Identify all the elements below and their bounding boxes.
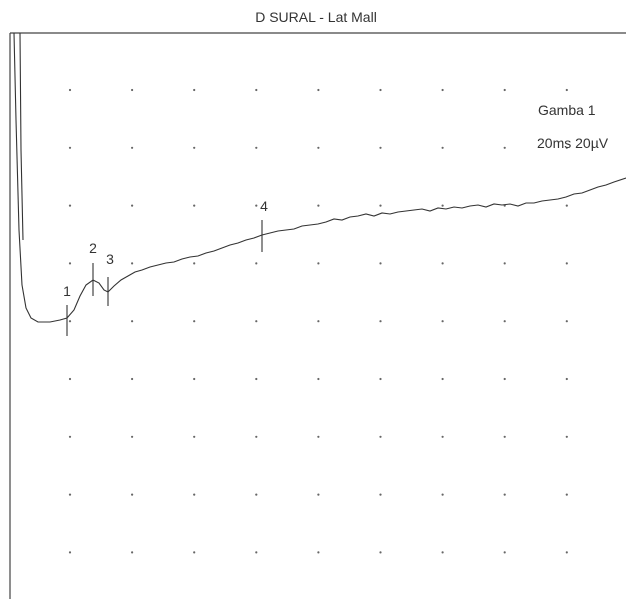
grid-dot <box>503 262 506 265</box>
grid-dot <box>131 551 134 554</box>
grid-dot <box>379 377 382 381</box>
grid-dot <box>68 146 72 149</box>
marker-label: 1 <box>63 283 71 299</box>
grid-dot <box>565 435 568 438</box>
grid-dot <box>503 146 506 149</box>
grid-dot <box>255 551 258 554</box>
grid-dot <box>68 377 72 381</box>
grid-dot <box>193 204 196 207</box>
grid-dot <box>565 551 568 554</box>
grid-dot <box>441 88 444 92</box>
grid-dot <box>441 551 444 554</box>
grid-dot <box>565 88 568 92</box>
grid-dot <box>379 262 382 265</box>
grid-dot <box>193 493 196 496</box>
grid-dot <box>565 146 568 149</box>
grid-dot <box>441 493 444 496</box>
grid-dot <box>379 146 382 149</box>
grid-dot <box>441 320 444 323</box>
grid-dot <box>441 435 444 438</box>
channel-label: Gamba 1 <box>538 102 596 118</box>
grid-dot <box>131 377 134 381</box>
grid-dot <box>131 493 134 496</box>
grid-dot <box>317 320 320 323</box>
grid-dot <box>68 435 72 438</box>
grid-dot <box>131 146 134 149</box>
waveform-start <box>19 32 24 241</box>
grid-dot <box>255 204 258 207</box>
grid-dot <box>255 377 258 381</box>
grid-dot <box>317 377 320 381</box>
grid-dot <box>317 204 320 207</box>
grid-dot <box>68 204 72 207</box>
grid-dot <box>68 88 72 92</box>
grid-dot <box>317 493 320 496</box>
grid-dot <box>255 146 258 149</box>
grid-dot <box>379 88 382 92</box>
grid-dot <box>193 320 196 323</box>
grid-dot <box>68 493 72 496</box>
grid-dot <box>317 551 320 554</box>
title: D SURAL - Lat Mall <box>255 9 377 25</box>
grid-dot <box>193 551 196 554</box>
marker-label: 2 <box>89 240 97 256</box>
grid-dot <box>131 204 134 207</box>
grid-dot <box>379 551 382 554</box>
grid-dot <box>193 146 196 149</box>
grid-dot <box>379 493 382 496</box>
marker-label: 3 <box>106 251 114 267</box>
grid-dot <box>441 146 444 149</box>
grid-dot <box>317 435 320 438</box>
grid-dot <box>68 320 72 323</box>
grid-dot <box>565 204 568 207</box>
grid-dot <box>379 320 382 323</box>
grid-dot <box>255 435 258 438</box>
grid-dot <box>68 551 72 554</box>
grid-dot <box>193 377 196 381</box>
grid-dot <box>131 435 134 438</box>
grid-dot <box>503 377 506 381</box>
grid-dot <box>379 435 382 438</box>
grid-dot <box>565 377 568 381</box>
grid-dot <box>193 262 196 265</box>
grid-dot <box>503 435 506 438</box>
grid-dot <box>317 88 320 92</box>
grid-dot <box>193 435 196 438</box>
grid-dot <box>503 493 506 496</box>
marker-label: 4 <box>260 198 268 214</box>
grid-dot <box>565 320 568 323</box>
grid-dot <box>255 493 258 496</box>
grid-dot <box>131 320 134 323</box>
dot-grid <box>68 88 568 554</box>
grid-dot <box>503 88 506 92</box>
grid-dot <box>317 262 320 265</box>
grid-dot <box>193 88 196 92</box>
grid-dot <box>565 493 568 496</box>
grid-dot <box>131 262 134 265</box>
grid-dot <box>379 204 382 207</box>
grid-dot <box>68 262 72 265</box>
grid-dot <box>255 262 258 265</box>
waveform <box>13 32 626 323</box>
grid-dot <box>441 377 444 381</box>
grid-dot <box>441 262 444 265</box>
grid-dot <box>441 204 444 207</box>
grid-dot <box>255 88 258 92</box>
grid-dot <box>565 262 568 265</box>
grid-dot <box>317 146 320 149</box>
grid-dot <box>503 320 506 323</box>
grid-dot <box>131 88 134 92</box>
grid-dot <box>503 551 506 554</box>
scale-label: 20ms 20µV <box>537 135 609 151</box>
grid-dot <box>255 320 258 323</box>
